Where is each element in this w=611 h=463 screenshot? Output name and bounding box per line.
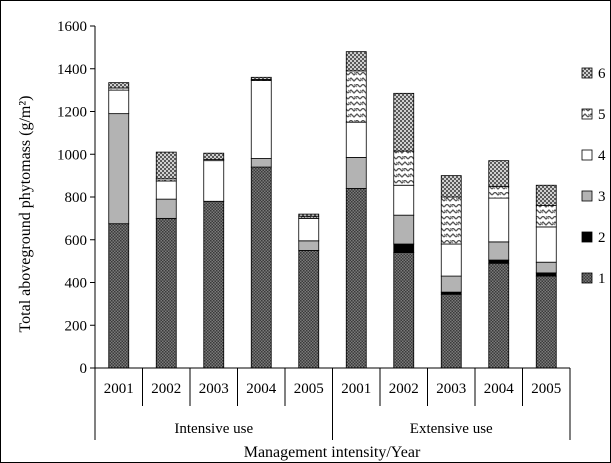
y-tick-label: 1200	[57, 105, 87, 121]
bar-segment-series-4	[108, 89, 130, 115]
x-tick-label: 2005	[531, 381, 561, 397]
bar-segment-series-2	[488, 259, 510, 264]
bar-segment-series-4	[155, 180, 177, 200]
bar-segment-series-3	[108, 113, 130, 225]
bar-segment-series-5	[488, 185, 510, 199]
y-tick-label: 200	[65, 318, 88, 334]
bar-segment-series-2	[393, 243, 415, 253]
x-tick-label: 2001	[341, 381, 371, 397]
bar-segment-series-5	[535, 205, 557, 228]
bar-segment-series-4	[250, 80, 272, 159]
bar-segment-series-1	[440, 293, 462, 369]
legend-swatch-series-3	[581, 190, 593, 202]
legend-swatch-series-5	[581, 108, 593, 120]
bar-segment-series-1	[108, 223, 130, 369]
x-tick-label: 2002	[389, 381, 419, 397]
y-tick-label: 800	[65, 190, 88, 206]
x-tick-label: 2003	[199, 381, 229, 397]
bar-segment-series-3	[345, 157, 367, 189]
legend-label: 3	[598, 189, 606, 205]
x-axis: 2001 2002 2003 2004 2005 Intensive use 2001 200…	[94, 367, 571, 440]
x-tick-label: 2003	[436, 381, 466, 397]
bar-segment-series-6	[488, 160, 510, 187]
bar-segment-series-1	[203, 200, 225, 369]
y-axis: 0 200 400 600 800 1000 1200 1400 1600	[57, 19, 96, 377]
bar-segment-series-5	[345, 70, 367, 123]
bar-segment-series-3	[393, 214, 415, 245]
bar-segment-series-3	[155, 198, 177, 219]
y-tick-label: 1600	[57, 19, 87, 35]
bar-segment-series-6	[393, 92, 415, 152]
bar-segment-series-1	[535, 275, 557, 369]
y-tick-label: 600	[65, 233, 88, 249]
bar-segment-series-6	[298, 213, 320, 217]
bar-segment-series-1	[250, 166, 272, 369]
y-tick-label: 1000	[57, 147, 87, 163]
bar-segment-series-4	[488, 197, 510, 243]
bar-segment-series-4	[393, 184, 415, 216]
legend: 6 5 4 3 2 1	[581, 66, 606, 287]
legend-label: 4	[598, 148, 606, 164]
x-axis-title: Management intensity/Year	[244, 444, 421, 461]
bar-segment-series-6	[155, 151, 177, 180]
legend-label: 5	[598, 107, 606, 123]
bar-segment-series-3	[298, 240, 320, 251]
x-tick-label: 2001	[104, 381, 134, 397]
bar-segment-series-2	[535, 272, 557, 277]
bar-segment-series-3	[488, 241, 510, 261]
legend-swatch-series-1	[581, 272, 593, 284]
bar-segment-series-6	[440, 175, 462, 198]
bar-segment-series-6	[535, 184, 557, 206]
bar-segment-series-6	[250, 76, 272, 80]
bar-segment-series-4	[535, 226, 557, 263]
bars	[108, 51, 557, 369]
bar-segment-series-4	[345, 121, 367, 158]
x-group-label: Extensive use	[410, 421, 493, 437]
y-tick-label: 1400	[57, 62, 87, 78]
legend-swatch-series-6	[581, 67, 593, 79]
bar-segment-series-4	[203, 160, 225, 202]
legend-swatch-series-4	[581, 149, 593, 161]
x-tick-label: 2005	[294, 381, 324, 397]
bar-segment-series-1	[488, 262, 510, 369]
x-group-label: Intensive use	[174, 421, 253, 437]
legend-label: 1	[598, 271, 606, 287]
x-tick-label: 2004	[246, 381, 277, 397]
y-axis-title: Total aboveground phytomass (g/m²)	[17, 96, 34, 333]
bar-segment-series-5	[440, 196, 462, 245]
bar-segment-series-6	[108, 82, 130, 89]
bar-segment-series-1	[155, 217, 177, 369]
legend-label: 2	[598, 230, 606, 246]
x-tick-label: 2002	[151, 381, 181, 397]
bar-segment-series-6	[203, 152, 225, 160]
bar-segment-series-5	[393, 150, 415, 186]
bar-segment-series-4	[440, 243, 462, 277]
bar-segment-series-1	[345, 188, 367, 369]
bar-segment-series-1	[393, 252, 415, 369]
bar-segment-series-3	[250, 158, 272, 168]
y-tick-label: 400	[65, 276, 88, 292]
bar-segment-series-6	[345, 51, 367, 72]
legend-swatch-series-2	[581, 231, 593, 243]
y-tick-label: 0	[80, 361, 88, 377]
bar-segment-series-4	[298, 217, 320, 242]
x-tick-label: 2004	[484, 381, 515, 397]
legend-label: 6	[598, 66, 606, 82]
bar-segment-series-3	[440, 275, 462, 293]
bar-segment-series-3	[535, 261, 557, 274]
bar-segment-series-1	[298, 250, 320, 369]
